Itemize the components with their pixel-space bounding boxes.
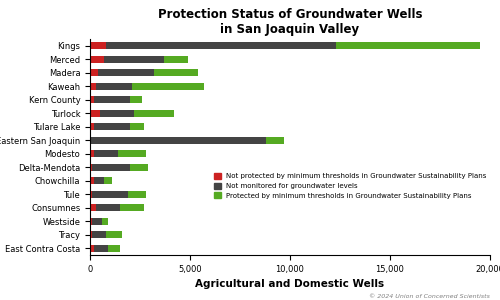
Bar: [130, 164, 148, 171]
Text: © 2024 Union of Concerned Scientists: © 2024 Union of Concerned Scientists: [369, 293, 490, 298]
Bar: [108, 244, 120, 252]
Bar: [132, 82, 204, 90]
Bar: [90, 164, 92, 171]
Bar: [120, 204, 144, 212]
Bar: [134, 110, 174, 117]
Bar: [90, 56, 104, 63]
Bar: [106, 231, 122, 238]
Bar: [92, 231, 106, 238]
Bar: [90, 123, 94, 130]
Bar: [90, 150, 94, 158]
Bar: [90, 42, 106, 50]
Bar: [90, 190, 92, 198]
Bar: [266, 136, 284, 144]
Bar: [154, 69, 198, 76]
Bar: [94, 177, 104, 184]
Bar: [92, 190, 128, 198]
Legend: Not protected by minimum thresholds in Groundwater Sustainability Plans, Not mon: Not protected by minimum thresholds in G…: [214, 173, 486, 199]
Bar: [90, 244, 94, 252]
Bar: [90, 69, 98, 76]
Bar: [90, 218, 92, 225]
Bar: [102, 218, 108, 225]
Bar: [96, 204, 120, 212]
Bar: [104, 56, 164, 63]
Bar: [106, 42, 336, 50]
Bar: [98, 69, 154, 76]
Bar: [90, 82, 96, 90]
Bar: [90, 177, 94, 184]
Bar: [100, 110, 134, 117]
X-axis label: Agricultural and Domestic Wells: Agricultural and Domestic Wells: [196, 279, 384, 289]
Bar: [94, 150, 118, 158]
Bar: [94, 244, 108, 252]
Bar: [90, 110, 100, 117]
Bar: [104, 177, 112, 184]
Bar: [92, 218, 102, 225]
Bar: [90, 204, 96, 212]
Bar: [336, 42, 480, 50]
Bar: [90, 96, 94, 103]
Bar: [92, 164, 130, 171]
Bar: [96, 82, 132, 90]
Title: Protection Status of Groundwater Wells
in San Joaquin Valley: Protection Status of Groundwater Wells i…: [158, 8, 422, 36]
Bar: [94, 96, 130, 103]
Bar: [128, 190, 146, 198]
Bar: [94, 123, 130, 130]
Bar: [118, 150, 146, 158]
Bar: [130, 123, 144, 130]
Bar: [90, 231, 92, 238]
Bar: [164, 56, 188, 63]
Bar: [90, 136, 266, 144]
Bar: [130, 96, 142, 103]
